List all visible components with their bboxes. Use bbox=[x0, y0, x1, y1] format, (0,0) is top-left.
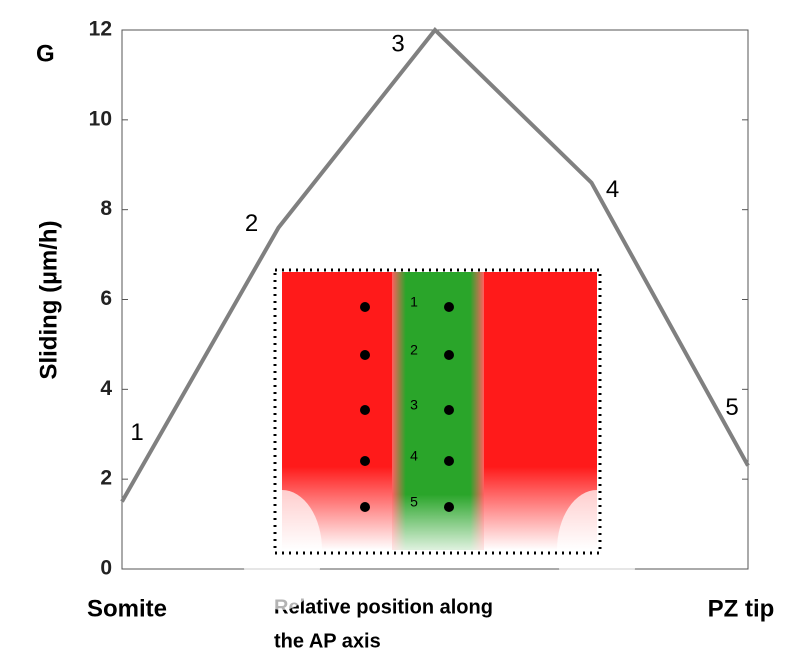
point-label: 4 bbox=[606, 176, 619, 203]
inset-dot bbox=[360, 405, 370, 415]
inset-dot bbox=[360, 302, 370, 312]
inset-dot bbox=[360, 502, 370, 512]
point-label: 5 bbox=[725, 394, 738, 421]
inset-dot bbox=[444, 405, 454, 415]
y-tick-label: 0 bbox=[100, 557, 112, 580]
y-tick-label: 8 bbox=[100, 197, 112, 220]
x-axis-label: Relative position along bbox=[274, 596, 493, 618]
x-axis-label: the AP axis bbox=[274, 630, 381, 652]
inset-label: 1 bbox=[410, 294, 418, 310]
x-end-label: PZ tip bbox=[708, 595, 775, 622]
inset-fade bbox=[242, 490, 322, 610]
y-tick-label: 10 bbox=[89, 107, 112, 130]
x-start-label: Somite bbox=[87, 595, 167, 622]
y-tick-label: 4 bbox=[100, 377, 112, 400]
inset-label: 2 bbox=[410, 342, 418, 358]
inset-dot bbox=[444, 502, 454, 512]
inset-fade bbox=[557, 490, 637, 610]
inset-image: 1 2 3 4 5 bbox=[242, 268, 637, 610]
data-line bbox=[120, 27, 750, 503]
point-label: 1 bbox=[130, 419, 143, 446]
point-label: 2 bbox=[245, 210, 258, 237]
y-axis-label: Sliding (µm/h) bbox=[35, 220, 62, 379]
y-tick-label: 12 bbox=[89, 18, 112, 41]
inset-label: 5 bbox=[410, 494, 418, 510]
y-tick-label: 2 bbox=[100, 467, 112, 490]
inset-dot bbox=[360, 350, 370, 360]
inset-dot bbox=[444, 302, 454, 312]
inset-green-fade bbox=[392, 272, 484, 550]
panel-label: G bbox=[36, 40, 55, 67]
inset-border bbox=[273, 268, 602, 555]
inset-dot bbox=[444, 350, 454, 360]
inset-label: 4 bbox=[410, 448, 418, 464]
inset-label: 3 bbox=[410, 397, 418, 413]
point-label: 3 bbox=[391, 30, 404, 57]
y-tick-label: 6 bbox=[100, 287, 112, 310]
inset-dot bbox=[360, 456, 370, 466]
inset-dot bbox=[444, 456, 454, 466]
